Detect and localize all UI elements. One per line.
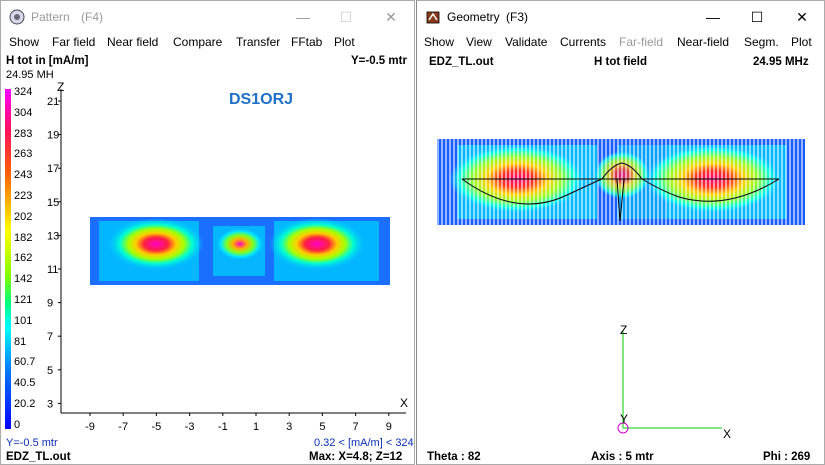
x-tick-label: -7 <box>118 421 128 433</box>
menu-far-field[interactable]: Far-field <box>619 35 664 49</box>
z-tick-label: 13 <box>47 230 59 242</box>
legend-value: 324 <box>14 86 33 98</box>
x-tick-label: 5 <box>319 421 325 433</box>
x-tick-label: 7 <box>353 421 359 433</box>
legend-value: 223 <box>14 190 33 202</box>
z-tick-label: 9 <box>47 298 53 310</box>
menu-validate[interactable]: Validate <box>505 35 548 49</box>
pattern-filename: EDZ_TL.out <box>6 451 71 463</box>
theta-readout: Theta : 82 <box>427 451 481 463</box>
pattern-y-label: Y=-0.5 mtr <box>351 55 407 67</box>
legend-value: 20.2 <box>14 398 36 410</box>
pattern-shortcut: (F4) <box>81 10 103 24</box>
menu-view[interactable]: View <box>466 35 492 49</box>
close-button[interactable]: ✕ <box>796 9 808 25</box>
legend-value: 81 <box>14 335 27 348</box>
x-axis-label: X <box>400 396 409 410</box>
menu-transfer[interactable]: Transfer <box>236 35 281 49</box>
geometry-axis-z: Z <box>620 323 628 337</box>
menu-plot[interactable]: Plot <box>334 35 355 49</box>
minimize-button[interactable]: — <box>706 9 720 25</box>
phi-readout: Phi : 269 <box>763 451 811 463</box>
geometry-shortcut: (F3) <box>506 10 528 24</box>
menu-currents[interactable]: Currents <box>560 35 607 49</box>
menu-plot[interactable]: Plot <box>791 35 812 49</box>
axis-scale-readout: Axis : 5 mtr <box>591 451 654 463</box>
legend-value: 60.7 <box>14 356 36 369</box>
legend-value: 283 <box>14 127 33 140</box>
pattern-app-icon <box>9 9 25 25</box>
geometry-field-type: H tot field <box>594 56 648 68</box>
near-field-surface <box>437 139 805 225</box>
pattern-footer-y: Y=-0.5 mtr <box>6 437 58 449</box>
geometry-frequency: 24.95 MHz <box>753 56 809 68</box>
z-tick-label: 5 <box>47 365 53 377</box>
geometry-axis-x: X <box>723 427 732 441</box>
z-tick-label: 11 <box>47 264 58 276</box>
minimize-button[interactable]: — <box>296 9 310 25</box>
geometry-window: Geometry (F3) — ☐ ✕ Show View Validate C… <box>416 0 825 465</box>
field-hotspot-left <box>108 218 204 270</box>
z-tick-label: 15 <box>47 197 59 209</box>
current-distribution-curve <box>461 162 780 205</box>
maximize-button[interactable]: ☐ <box>750 9 764 25</box>
menu-far-field[interactable]: Far field <box>52 35 96 49</box>
z-axis-label: Z <box>57 80 65 94</box>
x-tick-label: 3 <box>286 421 292 433</box>
menu-fftab[interactable]: FFtab <box>291 35 323 49</box>
pattern-frequency: 24.95 MH <box>6 69 54 81</box>
logo-callsign: DS1ORJ <box>229 91 294 108</box>
pattern-title: Pattern <box>31 10 70 24</box>
pattern-range: 0.32 < [mA/m] < 324 <box>314 437 414 449</box>
x-tick-label: 1 <box>253 421 259 433</box>
z-tick-label: 3 <box>47 398 53 410</box>
z-tick-label: 21 <box>47 96 59 108</box>
menu-near-field[interactable]: Near field <box>107 35 159 49</box>
menu-near-field[interactable]: Near-field <box>677 35 730 49</box>
legend-value: 263 <box>14 148 33 161</box>
color-legend-bar <box>5 89 11 429</box>
geometry-app-icon <box>426 11 440 24</box>
menu-show[interactable]: Show <box>9 35 40 49</box>
maximize-button[interactable]: ☐ <box>339 9 353 25</box>
pattern-menubar: Show Far field Near field Compare Transf… <box>1 33 414 51</box>
pattern-window: Pattern (F4) — ☐ ✕ Show Far field Near f… <box>0 0 415 465</box>
legend-value: 40.5 <box>14 377 36 390</box>
geometry-title: Geometry <box>447 10 500 24</box>
geometry-titlebar[interactable]: Geometry (F3) — ☐ ✕ <box>417 1 824 33</box>
pattern-max: Max: X=4.8; Z=12 <box>309 451 403 463</box>
z-tick-label: 17 <box>47 163 59 175</box>
menu-segm[interactable]: Segm. <box>744 35 779 49</box>
field-hotspot-center <box>216 228 264 260</box>
feedline <box>616 178 625 222</box>
x-tick-label: 9 <box>386 421 392 433</box>
pattern-titlebar[interactable]: Pattern (F4) — ☐ ✕ <box>1 1 414 33</box>
legend-value: 0 <box>14 418 21 431</box>
legend-value: 243 <box>14 169 33 182</box>
origin-marker <box>617 422 629 434</box>
geometry-axis-y: Y <box>620 412 629 426</box>
close-button[interactable]: ✕ <box>385 9 397 25</box>
field-hotspot-right <box>269 218 365 270</box>
legend-value: 202 <box>14 210 33 223</box>
legend-value: 162 <box>14 252 33 265</box>
geometry-view <box>437 139 805 434</box>
legend-value: 182 <box>14 231 33 244</box>
x-tick-label: -3 <box>185 421 195 433</box>
z-tick-label: 7 <box>47 331 53 343</box>
legend-value: 142 <box>14 273 33 286</box>
x-tick-label: -9 <box>85 421 95 433</box>
x-tick-label: -5 <box>152 421 162 433</box>
pattern-unit-label: H tot in [mA/m] <box>6 55 89 67</box>
menu-show[interactable]: Show <box>424 35 455 49</box>
geometry-menubar: Show View Validate Currents Far-field Ne… <box>417 33 824 51</box>
menu-compare[interactable]: Compare <box>173 35 223 49</box>
legend-value: 121 <box>14 294 33 306</box>
legend-value: 101 <box>14 314 33 327</box>
legend-value: 304 <box>14 106 33 119</box>
geometry-filename: EDZ_TL.out <box>429 56 494 68</box>
z-tick-label: 19 <box>47 130 59 142</box>
x-tick-label: -1 <box>218 421 228 433</box>
